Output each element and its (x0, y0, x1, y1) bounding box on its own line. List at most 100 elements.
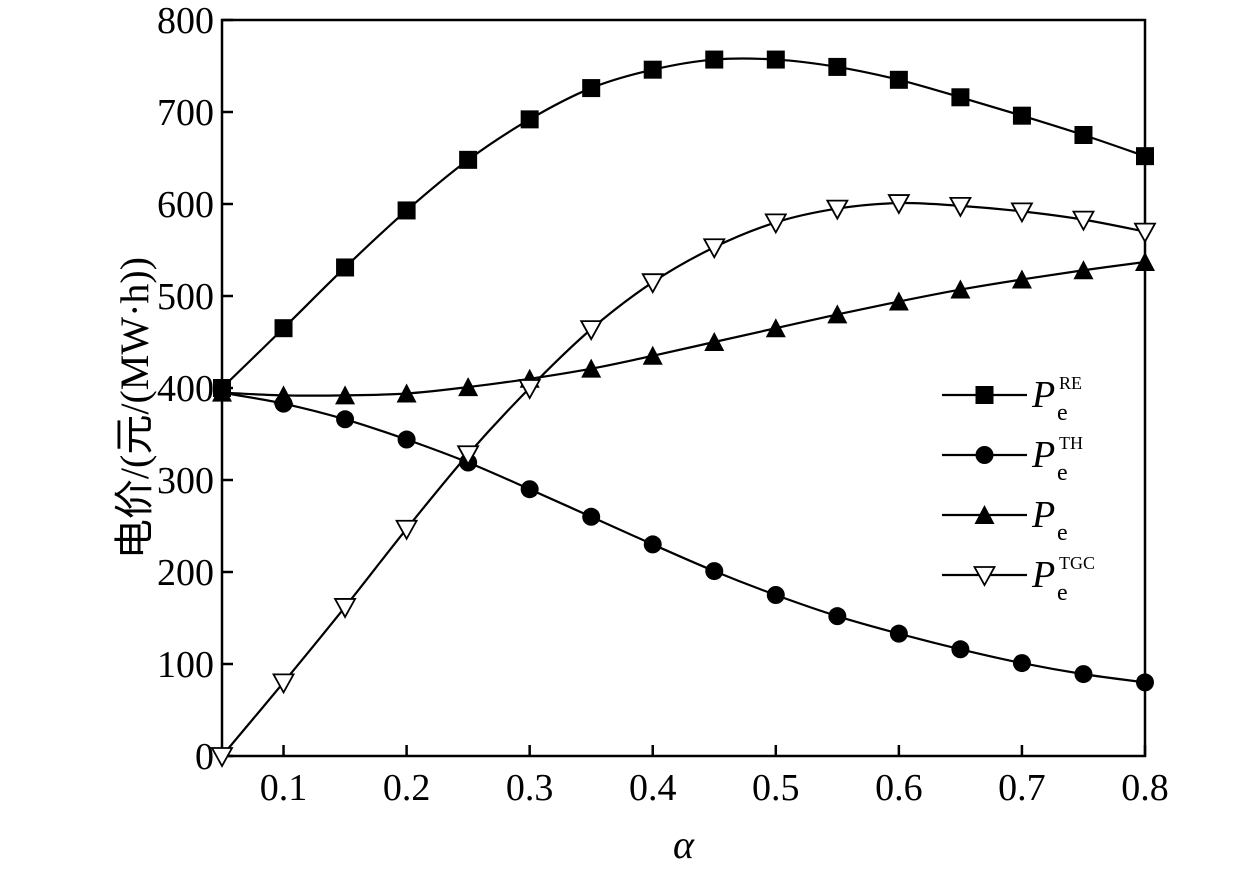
data-point-tgc (825, 199, 849, 221)
legend-superscript: RE (1059, 373, 1082, 393)
y-tick-label: 600 (157, 184, 214, 226)
data-point-tgc (1071, 210, 1095, 232)
data-point-e (273, 385, 294, 405)
data-point-th (705, 562, 724, 581)
data-point-th (1074, 665, 1093, 684)
data-point-th (520, 480, 539, 499)
x-tick-label: 0.4 (629, 767, 677, 809)
data-point-e (1011, 269, 1032, 289)
data-point-re (766, 50, 785, 69)
data-point-th (766, 586, 785, 604)
y-tick-label: 0 (195, 736, 214, 778)
marker-shape (825, 199, 849, 221)
marker-shape (333, 598, 357, 619)
data-point-e (1073, 260, 1094, 280)
marker-shape (948, 196, 972, 218)
marker-shape (1010, 202, 1034, 224)
data-point-re (582, 79, 601, 98)
data-point-re (828, 57, 847, 76)
data-point-e (335, 385, 356, 405)
data-point-e (704, 332, 725, 351)
x-tick-label: 0.7 (998, 767, 1046, 809)
marker-shape (272, 673, 296, 695)
legend-label: P (1031, 554, 1055, 596)
data-point-e (396, 383, 417, 403)
legend-label: P (1031, 374, 1055, 416)
x-tick-label: 0.8 (1121, 767, 1169, 809)
data-point-e (458, 377, 479, 397)
plot-frame (220, 18, 1147, 758)
data-point-e (765, 318, 786, 338)
series-tgc (210, 194, 1157, 768)
y-tick-label: 100 (157, 644, 214, 686)
marker-shape (395, 519, 419, 541)
series-line-tgc (221, 201, 1146, 757)
legend-label: P (1031, 434, 1055, 476)
legend-marker (975, 386, 994, 404)
data-point-tgc (764, 213, 788, 235)
legend-subscript: e (1057, 400, 1068, 426)
legend-subscript: e (1057, 520, 1068, 546)
marker-shape (579, 320, 603, 341)
data-point-e (581, 358, 602, 378)
data-point-re (336, 258, 355, 277)
data-point-th (336, 410, 355, 429)
y-tick-label: 300 (157, 460, 214, 502)
data-point-th (951, 640, 970, 659)
x-tick-label: 0.3 (506, 767, 554, 809)
legend-superscript: TGC (1059, 553, 1095, 573)
marker-shape (518, 379, 542, 400)
x-tick-label: 0.2 (383, 767, 431, 809)
x-tick-label: 0.5 (752, 767, 800, 809)
series-line-e (221, 260, 1146, 397)
marker-shape (887, 194, 911, 215)
data-point-e (1135, 251, 1155, 271)
data-point-re (1012, 106, 1031, 125)
data-point-th (1012, 654, 1031, 673)
marker-shape (702, 238, 726, 260)
marker-shape (210, 747, 234, 768)
legend-superscript: TH (1059, 433, 1083, 453)
data-point-re (951, 88, 970, 107)
marker-shape (456, 445, 480, 467)
marker-shape (1071, 210, 1095, 232)
data-point-tgc (456, 445, 480, 467)
y-tick-label: 800 (157, 0, 214, 42)
data-point-tgc (702, 238, 726, 260)
legend-marker (974, 505, 995, 524)
data-point-re (520, 110, 539, 129)
marker-shape (641, 273, 665, 295)
legend-subscript: e (1057, 580, 1068, 606)
series-line-re (221, 57, 1146, 389)
data-point-th (889, 624, 908, 643)
data-point-tgc (395, 519, 419, 541)
data-point-e (827, 304, 848, 324)
data-point-re (1074, 126, 1093, 144)
data-point-re (459, 150, 478, 169)
data-point-re (705, 50, 724, 69)
legend-label: P (1031, 494, 1055, 536)
legend-marker (972, 566, 997, 587)
series-re (213, 50, 1154, 397)
data-point-tgc (1010, 202, 1034, 224)
x-tick-label: 0.6 (875, 767, 923, 809)
data-point-e (642, 345, 663, 365)
data-point-re (397, 201, 416, 220)
marker-shape (764, 213, 788, 235)
data-point-th (643, 535, 662, 554)
legend-subscript: e (1057, 460, 1068, 486)
data-point-tgc (887, 194, 911, 215)
data-point-tgc (272, 673, 296, 695)
y-tick-label: 700 (157, 92, 214, 134)
x-axis-title: α (673, 822, 695, 867)
marker-shape (1133, 222, 1157, 244)
x-tick-label: 0.1 (260, 767, 308, 809)
data-point-re (643, 60, 662, 79)
data-point-tgc (518, 379, 542, 400)
data-point-re (889, 70, 908, 89)
